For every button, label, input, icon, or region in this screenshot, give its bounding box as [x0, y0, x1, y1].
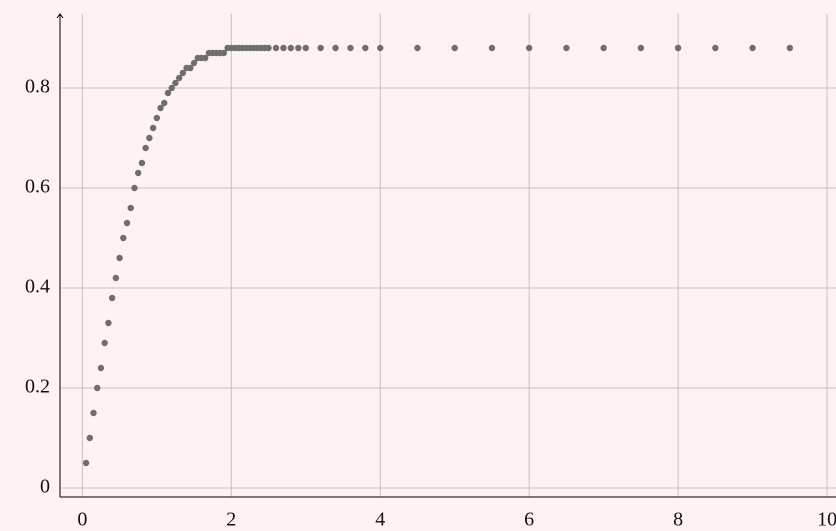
point	[123, 219, 131, 227]
point	[172, 79, 179, 87]
x-tick-label: 8	[673, 509, 683, 531]
point	[332, 44, 339, 52]
point	[108, 294, 116, 302]
point	[749, 44, 756, 52]
point	[637, 44, 645, 52]
point	[168, 84, 175, 92]
point	[563, 44, 570, 52]
point	[786, 44, 794, 52]
point	[94, 384, 101, 392]
y-tick-label: 0.6	[25, 176, 50, 198]
point	[164, 89, 172, 97]
point	[525, 44, 533, 52]
point	[149, 124, 157, 132]
point	[414, 44, 421, 52]
y-tick-label: 0.8	[25, 76, 50, 98]
point	[265, 44, 272, 52]
point	[362, 44, 369, 52]
point	[153, 114, 161, 122]
point	[272, 44, 280, 52]
point	[202, 54, 209, 62]
point	[138, 159, 146, 167]
point	[377, 44, 384, 52]
x-tick-label: 10	[817, 509, 836, 531]
point	[142, 144, 149, 152]
x-tick-label: 4	[375, 509, 385, 531]
point	[488, 44, 496, 52]
point	[134, 169, 142, 177]
point	[179, 69, 187, 77]
point	[187, 64, 194, 72]
point	[302, 44, 309, 52]
point	[295, 44, 302, 52]
point	[600, 44, 607, 52]
x-tick-label: 0	[77, 509, 87, 531]
point	[131, 184, 138, 192]
y-tick-label: 0.4	[25, 276, 50, 298]
point	[451, 44, 458, 52]
y-tick-label: 0.2	[25, 376, 50, 398]
point	[120, 234, 127, 242]
point	[175, 74, 183, 82]
point	[157, 104, 164, 112]
x-tick-label: 6	[524, 509, 534, 531]
point	[712, 44, 719, 52]
point	[287, 44, 295, 52]
x-tick-label: 2	[226, 509, 236, 531]
point	[105, 319, 112, 327]
point	[161, 99, 168, 107]
point	[97, 364, 105, 372]
point	[280, 44, 287, 52]
point	[86, 434, 93, 442]
point	[116, 254, 123, 262]
point	[127, 204, 134, 212]
point	[220, 49, 228, 57]
point	[90, 409, 97, 417]
y-tick-label: 0	[40, 476, 50, 498]
point	[190, 59, 198, 67]
point	[674, 44, 682, 52]
point	[146, 134, 153, 142]
point	[347, 44, 354, 52]
point	[101, 339, 108, 347]
point	[317, 44, 324, 52]
point	[112, 274, 120, 282]
point	[82, 459, 90, 467]
